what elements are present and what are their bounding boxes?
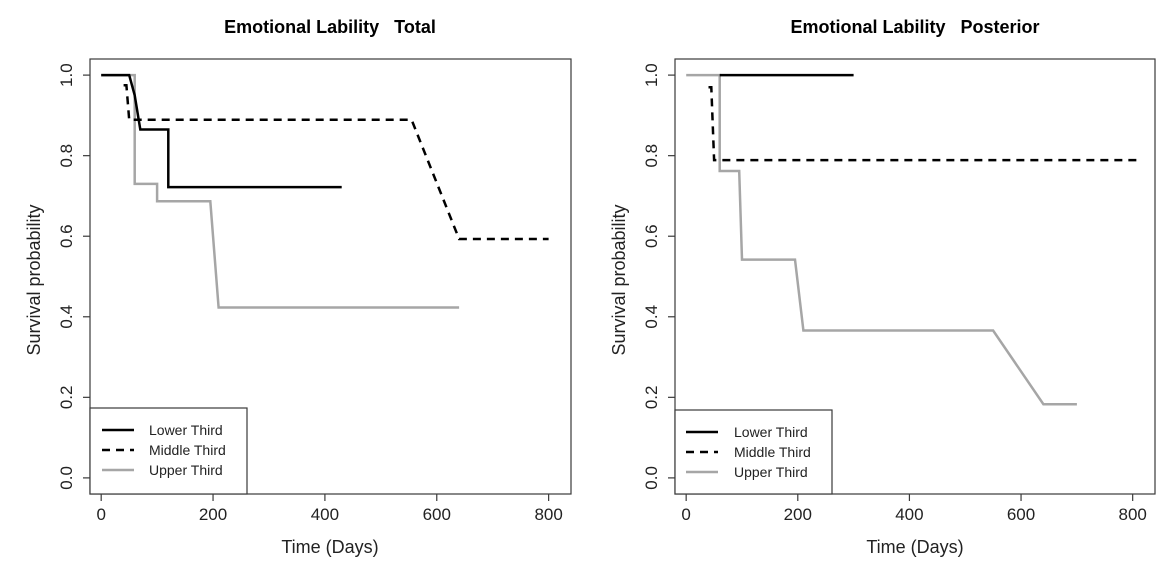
- y-tick-label: 0.8: [57, 144, 76, 168]
- legend-label-lower-third: Lower Third: [149, 422, 223, 438]
- legend-label-middle-third: Middle Third: [734, 444, 811, 460]
- x-tick-label: 200: [199, 505, 227, 524]
- x-tick-label: 800: [1118, 505, 1146, 524]
- y-tick-label: 0.4: [642, 305, 661, 329]
- series-line-lower-third: [101, 73, 342, 189]
- legend-label-upper-third: Upper Third: [734, 464, 808, 480]
- y-tick-label: 0.2: [57, 386, 76, 410]
- x-tick-label: 600: [423, 505, 451, 524]
- y-tick-label: 0.6: [57, 224, 76, 248]
- x-tick-label: 400: [895, 505, 923, 524]
- y-tick-label: 1.0: [642, 63, 661, 87]
- y-axis-label: Survival probability: [609, 204, 629, 355]
- y-tick-label: 0.6: [642, 224, 661, 248]
- y-tick-label: 0.2: [642, 386, 661, 410]
- y-axis-label: Survival probability: [24, 204, 44, 355]
- plot-frame: [89, 58, 572, 495]
- x-tick-label: 0: [681, 505, 690, 524]
- chart-title: Emotional Lability Posterior: [790, 17, 1039, 37]
- y-tick-label: 1.0: [57, 63, 76, 87]
- chart-panel-posterior: Emotional Lability Posterior 0 200 400 600 8…: [609, 17, 1156, 557]
- y-tick-label: 0.0: [57, 466, 76, 490]
- y-tick-label: 0.4: [57, 305, 76, 329]
- series-line-middle-third: [708, 85, 1139, 162]
- y-tick-label: 0.8: [642, 144, 661, 168]
- legend: Lower Third Middle Third Upper Third: [89, 407, 248, 495]
- legend-label-lower-third: Lower Third: [734, 424, 808, 440]
- x-tick-label: 200: [784, 505, 812, 524]
- x-tick-label: 400: [311, 505, 339, 524]
- x-axis-label: Time (Days): [866, 537, 963, 557]
- legend: Lower Third Middle Third Upper Third: [674, 409, 833, 495]
- x-axis-label: Time (Days): [281, 537, 378, 557]
- x-tick-label: 0: [96, 505, 105, 524]
- chart-title: Emotional Lability Total: [224, 17, 436, 37]
- x-tick-label: 800: [534, 505, 562, 524]
- y-tick-label: 0.0: [642, 466, 661, 490]
- series-line-middle-third: [123, 83, 549, 241]
- legend-label-middle-third: Middle Third: [149, 442, 226, 458]
- series-line-upper-third: [101, 73, 460, 309]
- chart-panel-total: Emotional Lability Total 0 200 400 600 800 0…: [24, 17, 572, 557]
- legend-label-upper-third: Upper Third: [149, 462, 223, 478]
- x-tick-label: 600: [1007, 505, 1035, 524]
- plot-frame: [674, 58, 1156, 495]
- series-line-upper-third: [686, 73, 1077, 406]
